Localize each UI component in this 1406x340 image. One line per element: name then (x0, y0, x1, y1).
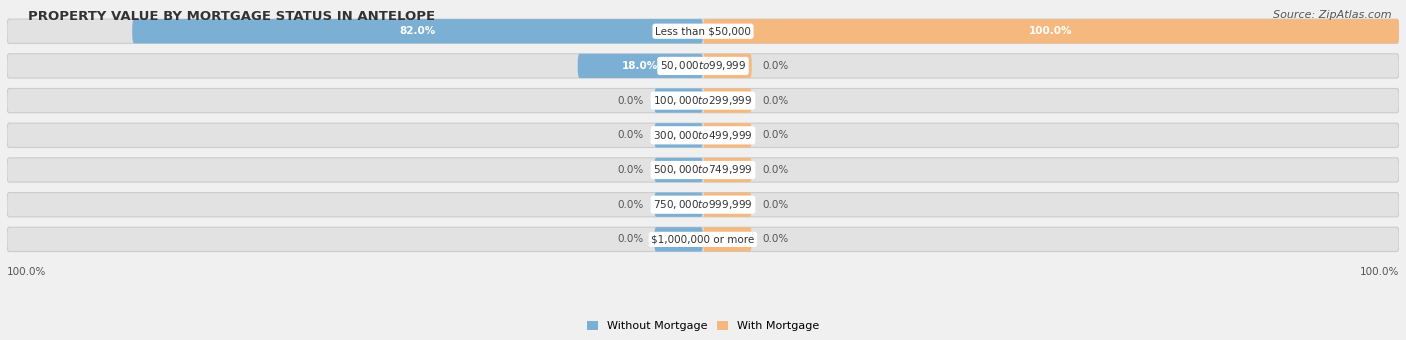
FancyBboxPatch shape (7, 54, 1399, 78)
Text: Source: ZipAtlas.com: Source: ZipAtlas.com (1274, 10, 1392, 20)
Text: 0.0%: 0.0% (762, 61, 789, 71)
Legend: Without Mortgage, With Mortgage: Without Mortgage, With Mortgage (582, 317, 824, 336)
Text: PROPERTY VALUE BY MORTGAGE STATUS IN ANTELOPE: PROPERTY VALUE BY MORTGAGE STATUS IN ANT… (28, 10, 436, 23)
FancyBboxPatch shape (7, 158, 1399, 182)
FancyBboxPatch shape (703, 192, 752, 217)
FancyBboxPatch shape (654, 158, 703, 182)
Text: $1,000,000 or more: $1,000,000 or more (651, 234, 755, 244)
FancyBboxPatch shape (654, 88, 703, 113)
Text: 0.0%: 0.0% (617, 200, 644, 210)
FancyBboxPatch shape (7, 88, 1399, 113)
Text: $100,000 to $299,999: $100,000 to $299,999 (654, 94, 752, 107)
FancyBboxPatch shape (703, 19, 1399, 44)
FancyBboxPatch shape (132, 19, 703, 44)
FancyBboxPatch shape (703, 88, 752, 113)
FancyBboxPatch shape (578, 54, 703, 78)
FancyBboxPatch shape (703, 54, 752, 78)
FancyBboxPatch shape (654, 123, 703, 148)
Text: 100.0%: 100.0% (7, 267, 46, 277)
Text: $750,000 to $999,999: $750,000 to $999,999 (654, 198, 752, 211)
FancyBboxPatch shape (703, 227, 752, 252)
Text: 0.0%: 0.0% (617, 96, 644, 106)
Text: $500,000 to $749,999: $500,000 to $749,999 (654, 164, 752, 176)
Text: 0.0%: 0.0% (617, 130, 644, 140)
Text: 82.0%: 82.0% (399, 26, 436, 36)
Text: 0.0%: 0.0% (762, 96, 789, 106)
Text: 100.0%: 100.0% (1029, 26, 1073, 36)
Text: 100.0%: 100.0% (1360, 267, 1399, 277)
Text: 0.0%: 0.0% (762, 234, 789, 244)
FancyBboxPatch shape (654, 227, 703, 252)
FancyBboxPatch shape (7, 123, 1399, 148)
Text: 0.0%: 0.0% (617, 165, 644, 175)
Text: $50,000 to $99,999: $50,000 to $99,999 (659, 59, 747, 72)
FancyBboxPatch shape (7, 192, 1399, 217)
Text: Less than $50,000: Less than $50,000 (655, 26, 751, 36)
FancyBboxPatch shape (703, 123, 752, 148)
Text: 0.0%: 0.0% (762, 130, 789, 140)
FancyBboxPatch shape (654, 192, 703, 217)
Text: 0.0%: 0.0% (762, 165, 789, 175)
FancyBboxPatch shape (7, 19, 1399, 44)
Text: $300,000 to $499,999: $300,000 to $499,999 (654, 129, 752, 142)
FancyBboxPatch shape (703, 158, 752, 182)
Text: 18.0%: 18.0% (623, 61, 658, 71)
FancyBboxPatch shape (7, 227, 1399, 252)
Text: 0.0%: 0.0% (762, 200, 789, 210)
Text: 0.0%: 0.0% (617, 234, 644, 244)
